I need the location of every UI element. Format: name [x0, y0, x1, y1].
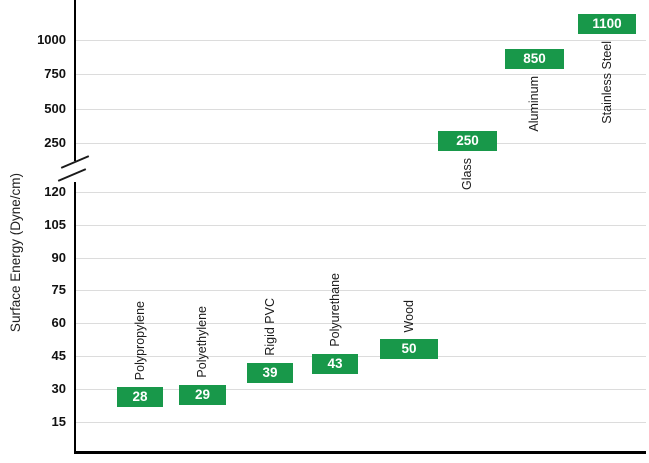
bar-value-label: 1100	[592, 16, 622, 32]
gridline	[76, 109, 646, 110]
y-tick-label: 30	[51, 381, 66, 396]
bar: 28	[117, 387, 163, 407]
y-tick-label: 750	[44, 66, 66, 81]
gridline	[76, 422, 646, 423]
bar-value-label: 50	[401, 341, 417, 357]
gridline	[76, 40, 646, 41]
bar: 850	[505, 49, 564, 69]
bar-value-label: 39	[262, 365, 278, 381]
y-tick-label: 250	[44, 135, 66, 150]
bar-value-label: 29	[194, 387, 211, 403]
x-axis-line	[74, 451, 646, 454]
y-tick-label: 45	[51, 348, 66, 363]
y-tick-label: 60	[51, 315, 66, 330]
gridline	[76, 143, 646, 144]
y-tick-label: 500	[44, 101, 66, 116]
category-label: Polyurethane	[328, 273, 342, 347]
axis-break-slash	[57, 168, 87, 182]
category-label: Aluminum	[527, 76, 541, 132]
bar-value-label: 850	[523, 51, 546, 67]
y-axis-line	[74, 182, 76, 453]
gridline	[76, 258, 646, 259]
y-tick-label: 120	[44, 184, 66, 199]
category-label: Rigid PVC	[263, 298, 277, 356]
category-label: Polypropylene	[133, 300, 147, 380]
gridline	[76, 356, 646, 357]
category-label: Glass	[460, 158, 474, 190]
bar: 29	[179, 385, 226, 405]
y-tick-label: 105	[44, 217, 66, 232]
gridline	[76, 290, 646, 291]
bar-value-label: 28	[132, 389, 148, 405]
bar: 43	[312, 354, 358, 374]
y-tick-label: 75	[51, 282, 66, 297]
bar: 39	[247, 363, 293, 383]
bar-value-label: 250	[456, 133, 479, 149]
gridline	[76, 225, 646, 226]
category-label: Polyethylene	[195, 306, 209, 378]
y-tick-label: 90	[51, 250, 66, 265]
category-label: Wood	[402, 299, 416, 332]
bar: 250	[438, 131, 497, 151]
gridline	[76, 323, 646, 324]
gridline	[76, 192, 646, 193]
gridline	[76, 74, 646, 75]
bar: 1100	[578, 14, 636, 34]
bar: 50	[380, 339, 438, 359]
y-tick-label: 15	[51, 414, 66, 429]
category-label: Stainless Steel	[600, 41, 614, 124]
y-tick-label: 1000	[37, 32, 66, 47]
gridline	[76, 389, 646, 390]
y-axis-line	[74, 0, 76, 161]
bar-value-label: 43	[327, 356, 343, 372]
